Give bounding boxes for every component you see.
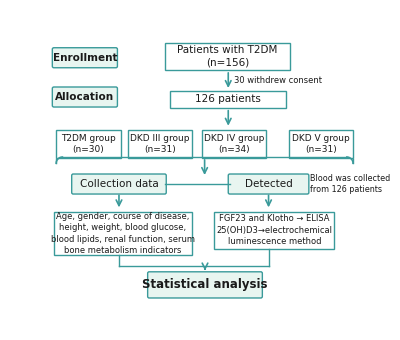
Bar <box>56 130 120 158</box>
FancyBboxPatch shape <box>72 174 166 194</box>
Text: T2DM group
(n=30): T2DM group (n=30) <box>61 134 116 154</box>
FancyBboxPatch shape <box>52 48 118 68</box>
Bar <box>165 43 290 70</box>
Text: Statistical analysis: Statistical analysis <box>142 278 268 291</box>
Bar <box>214 212 334 249</box>
Text: DKD III group
(n=31): DKD III group (n=31) <box>130 134 190 154</box>
Text: DKD IV group
(n=34): DKD IV group (n=34) <box>204 134 264 154</box>
Text: Patients with T2DM
(n=156): Patients with T2DM (n=156) <box>177 45 278 68</box>
Bar <box>289 130 353 158</box>
Text: Age, gender, course of disease,
height, weight, blood glucose,
blood lipids, ren: Age, gender, course of disease, height, … <box>51 211 195 255</box>
Bar <box>202 130 266 158</box>
Text: Allocation: Allocation <box>55 92 114 102</box>
Text: Collection data: Collection data <box>80 179 158 189</box>
Text: Blood was collected
from 126 patients: Blood was collected from 126 patients <box>310 174 391 194</box>
Text: 30 withdrew consent: 30 withdrew consent <box>234 76 322 85</box>
FancyBboxPatch shape <box>228 174 309 194</box>
Text: Detected: Detected <box>245 179 292 189</box>
FancyBboxPatch shape <box>52 87 118 107</box>
Bar <box>54 212 192 255</box>
Text: FGF23 and Klotho → ELISA
25(OH)D3→electrochemical
luminescence method: FGF23 and Klotho → ELISA 25(OH)D3→electr… <box>216 214 332 246</box>
Text: Enrollment: Enrollment <box>53 53 117 63</box>
Bar <box>170 91 286 108</box>
Bar <box>128 130 192 158</box>
Text: 126 patients: 126 patients <box>195 94 261 104</box>
FancyBboxPatch shape <box>148 272 262 298</box>
Text: DKD V group
(n=31): DKD V group (n=31) <box>292 134 350 154</box>
